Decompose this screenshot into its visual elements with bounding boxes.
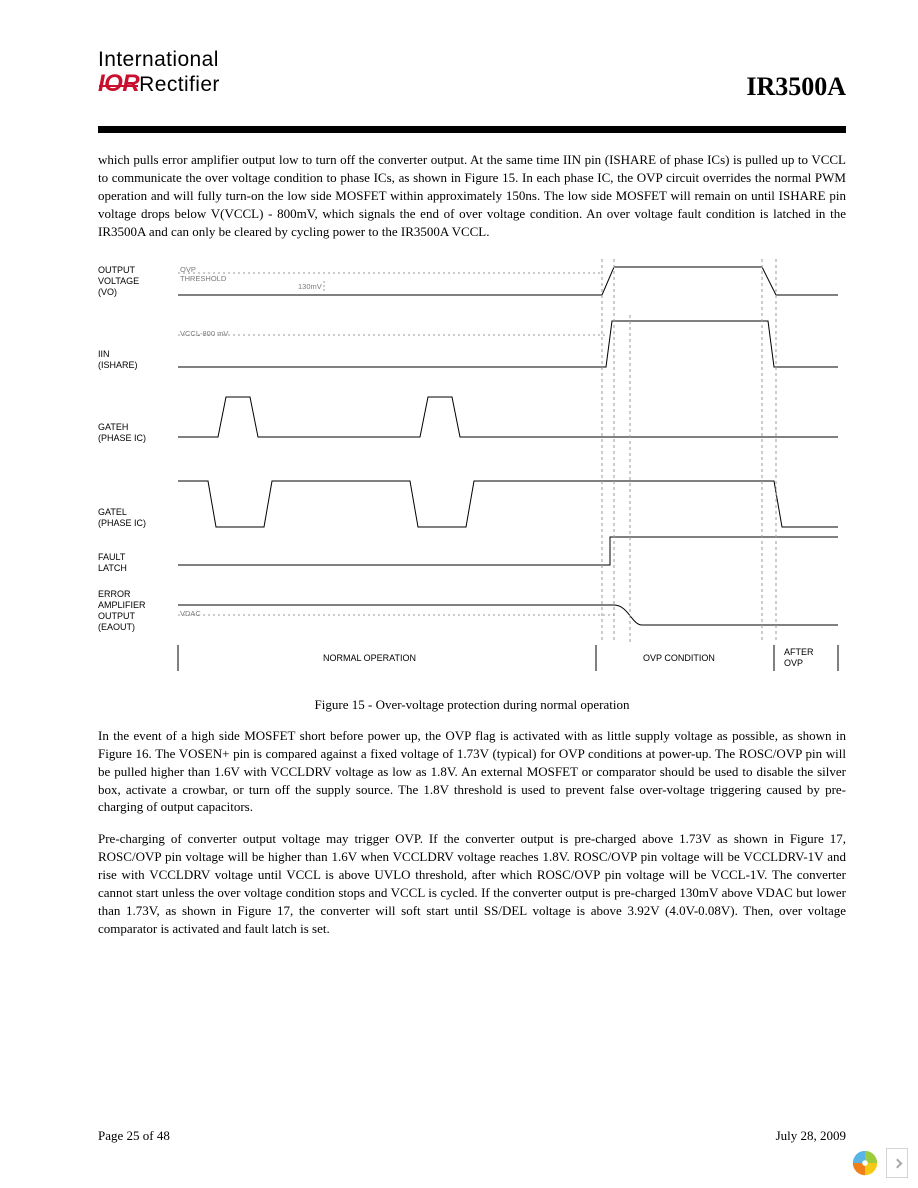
part-number: IR3500A [746, 72, 846, 102]
figure-caption: Figure 15 - Over-voltage protection duri… [98, 697, 846, 713]
logo-line2: IORRectifier [98, 70, 846, 98]
logo-line1: International [98, 48, 846, 72]
header: International IORRectifier IR3500A [98, 48, 846, 118]
next-page-button[interactable] [886, 1148, 908, 1178]
paragraph-3: Pre-charging of converter output voltage… [98, 830, 846, 938]
logo-rectifier: Rectifier [139, 73, 220, 96]
paragraph-1: which pulls error amplifier output low t… [98, 151, 846, 241]
paragraph-2: In the event of a high side MOSFET short… [98, 727, 846, 817]
footer-page: Page 25 of 48 [98, 1128, 170, 1144]
chevron-right-icon [892, 1158, 902, 1168]
footer: Page 25 of 48 July 28, 2009 [98, 1128, 846, 1144]
viewer-nav [850, 1148, 908, 1178]
figure-15-diagram: OUTPUTVOLTAGE(VO) IIN(ISHARE) GATEH(PHAS… [98, 259, 846, 683]
logo-ior: IOR [98, 70, 139, 98]
header-rule [98, 126, 846, 133]
timing-svg [98, 259, 846, 683]
pinwheel-icon [850, 1148, 880, 1178]
footer-date: July 28, 2009 [776, 1128, 846, 1144]
